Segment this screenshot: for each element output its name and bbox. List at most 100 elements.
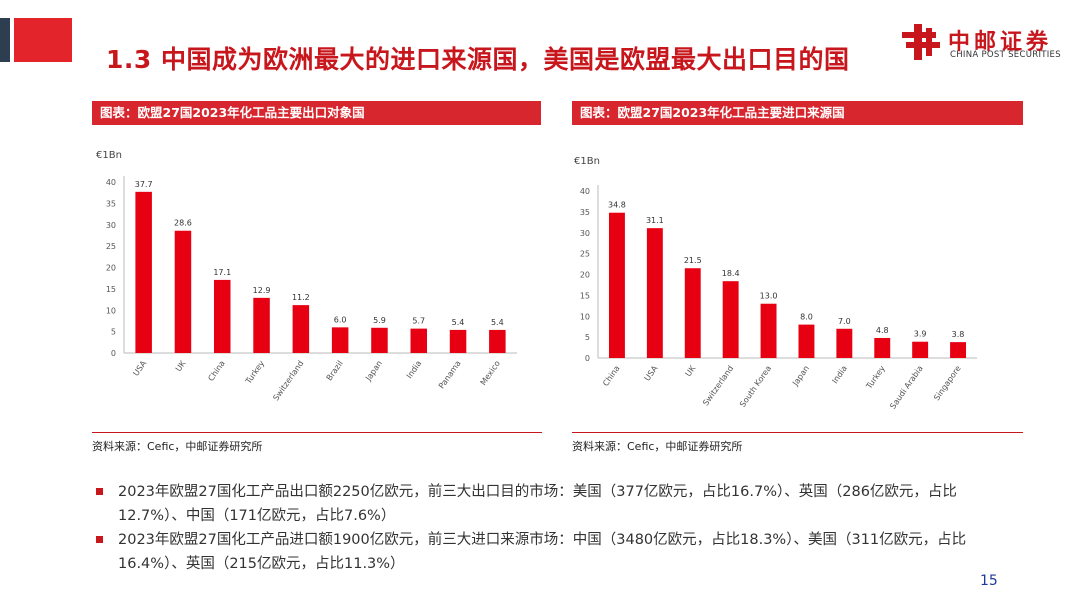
y-tick-label: 25	[580, 250, 590, 259]
bar-south-korea	[760, 303, 777, 358]
divider	[92, 432, 542, 433]
bar-switzerland	[292, 305, 310, 353]
data-label: 31.1	[646, 216, 664, 225]
y-tick-label: 30	[106, 221, 116, 230]
page-number: 15	[980, 573, 998, 589]
y-tick-label: 25	[106, 242, 116, 251]
x-tick-label: USA	[643, 364, 660, 383]
data-label: 28.6	[174, 219, 192, 228]
x-tick-label: Mexico	[479, 359, 502, 387]
y-tick-label: 5	[111, 328, 116, 337]
data-label: 4.8	[876, 326, 889, 335]
y-axis-unit-label: €1Bn	[96, 150, 122, 161]
bar-panama	[449, 329, 467, 353]
y-tick-label: 0	[111, 349, 116, 358]
x-tick-label: Japan	[790, 364, 811, 388]
x-tick-label: USA	[131, 359, 148, 378]
logo-icon	[902, 24, 940, 60]
y-tick-label: 40	[106, 178, 116, 187]
chart-right-header: 图表：欧盟27国2023年化工品主要进口来源国	[572, 101, 1023, 125]
logo-text-en: CHINA POST SECURITIES	[950, 50, 1061, 60]
data-label: 7.0	[838, 317, 851, 326]
data-label: 37.7	[135, 180, 153, 189]
data-label: 5.4	[491, 318, 504, 327]
x-tick-label: Switzerland	[271, 359, 305, 402]
company-logo: 中邮证券 CHINA POST SECURITIES	[900, 18, 1070, 66]
summary-bullets: 2023年欧盟27国化工产品出口额2250亿欧元，前三大出口目的市场：美国（37…	[92, 480, 1002, 576]
x-tick-label: India	[405, 359, 424, 380]
data-label: 17.1	[213, 268, 231, 277]
divider	[572, 432, 1023, 433]
decor-bar-gray	[0, 18, 10, 62]
data-label: 6.0	[334, 315, 347, 324]
bar-india	[836, 328, 853, 358]
y-tick-label: 40	[580, 187, 590, 196]
bar-uk	[684, 268, 701, 358]
x-tick-label: Japan	[363, 359, 384, 383]
chart-left-header: 图表：欧盟27国2023年化工品主要出口对象国	[92, 101, 541, 125]
y-tick-label: 10	[106, 306, 116, 315]
y-tick-label: 35	[580, 208, 590, 217]
bullet-item: 2023年欧盟27国化工产品进口额1900亿欧元，前三大进口来源市场：中国（34…	[92, 528, 1002, 576]
x-tick-label: Turkey	[243, 359, 266, 387]
bar-singapore	[950, 342, 967, 358]
data-label: 5.9	[373, 316, 386, 325]
y-tick-label: 20	[580, 271, 590, 280]
data-label: 12.9	[253, 286, 271, 295]
data-label: 13.0	[760, 292, 778, 301]
chart-right-source: 资料来源：Cefic，中邮证券研究所	[572, 440, 743, 453]
data-label: 11.2	[292, 293, 310, 302]
data-label: 34.8	[608, 201, 626, 210]
bullet-marker	[96, 488, 103, 495]
bar-uk	[174, 230, 192, 353]
x-tick-label: India	[830, 364, 849, 385]
data-label: 3.9	[914, 330, 927, 339]
x-tick-label: South Korea	[738, 364, 773, 409]
x-tick-label: UK	[174, 358, 188, 373]
y-axis-unit-label: €1Bn	[574, 156, 600, 167]
x-tick-label: Singapore	[932, 364, 963, 402]
bar-mexico	[489, 329, 506, 353]
y-tick-label: 15	[580, 291, 590, 300]
x-tick-label: Brazil	[325, 359, 345, 382]
data-label: 5.7	[412, 317, 425, 326]
bar-china	[213, 279, 231, 353]
bullet-text: 2023年欧盟27国化工产品进口额1900亿欧元，前三大进口来源市场：中国（34…	[118, 532, 967, 572]
bar-turkey	[253, 297, 270, 353]
y-tick-label: 30	[580, 229, 590, 238]
data-label: 8.0	[800, 313, 813, 322]
y-tick-label: 35	[106, 199, 116, 208]
y-tick-label: 5	[585, 333, 590, 342]
import-chart: €1Bn 0 5 10 15 20 25 30 35 40 34.8 China 31.1 USA 21.5…	[574, 156, 977, 411]
bullet-item: 2023年欧盟27国化工产品出口额2250亿欧元，前三大出口目的市场：美国（37…	[92, 480, 1002, 528]
data-label: 3.8	[952, 330, 965, 339]
bar-switzerland	[722, 281, 739, 358]
decor-bar-red	[14, 18, 72, 62]
bar-brazil	[331, 327, 349, 353]
bar-india	[410, 328, 428, 353]
y-tick-label: 15	[106, 285, 116, 294]
x-tick-label: Saudi Arabia	[888, 364, 925, 411]
x-tick-label: Turkey	[864, 364, 887, 392]
y-tick-label: 10	[580, 312, 590, 321]
data-label: 21.5	[684, 256, 702, 265]
bar-japan	[371, 327, 388, 353]
y-tick-label: 0	[585, 354, 590, 363]
x-tick-label: UK	[684, 363, 698, 378]
export-chart: €1Bn 0 5 10 15 20 25 30 35 40 37.7 USA 28.6 UK 17.1 Chi…	[96, 150, 517, 402]
y-tick-label: 20	[106, 264, 116, 273]
data-label: 5.4	[452, 318, 465, 327]
x-tick-label: China	[601, 364, 622, 388]
x-tick-label: Panama	[437, 359, 463, 390]
bullet-text: 2023年欧盟27国化工产品出口额2250亿欧元，前三大出口目的市场：美国（37…	[118, 484, 957, 524]
x-tick-label: Switzerland	[701, 364, 735, 407]
bullet-marker	[96, 536, 103, 543]
bar-japan	[798, 324, 815, 358]
bar-turkey	[874, 337, 891, 358]
data-label: 18.4	[722, 269, 740, 278]
x-tick-label: China	[206, 359, 227, 383]
bar-saudi-arabia	[912, 341, 929, 358]
logo-text-cn: 中邮证券	[948, 30, 1053, 55]
bar-usa	[135, 191, 152, 353]
bar-china	[608, 212, 625, 358]
